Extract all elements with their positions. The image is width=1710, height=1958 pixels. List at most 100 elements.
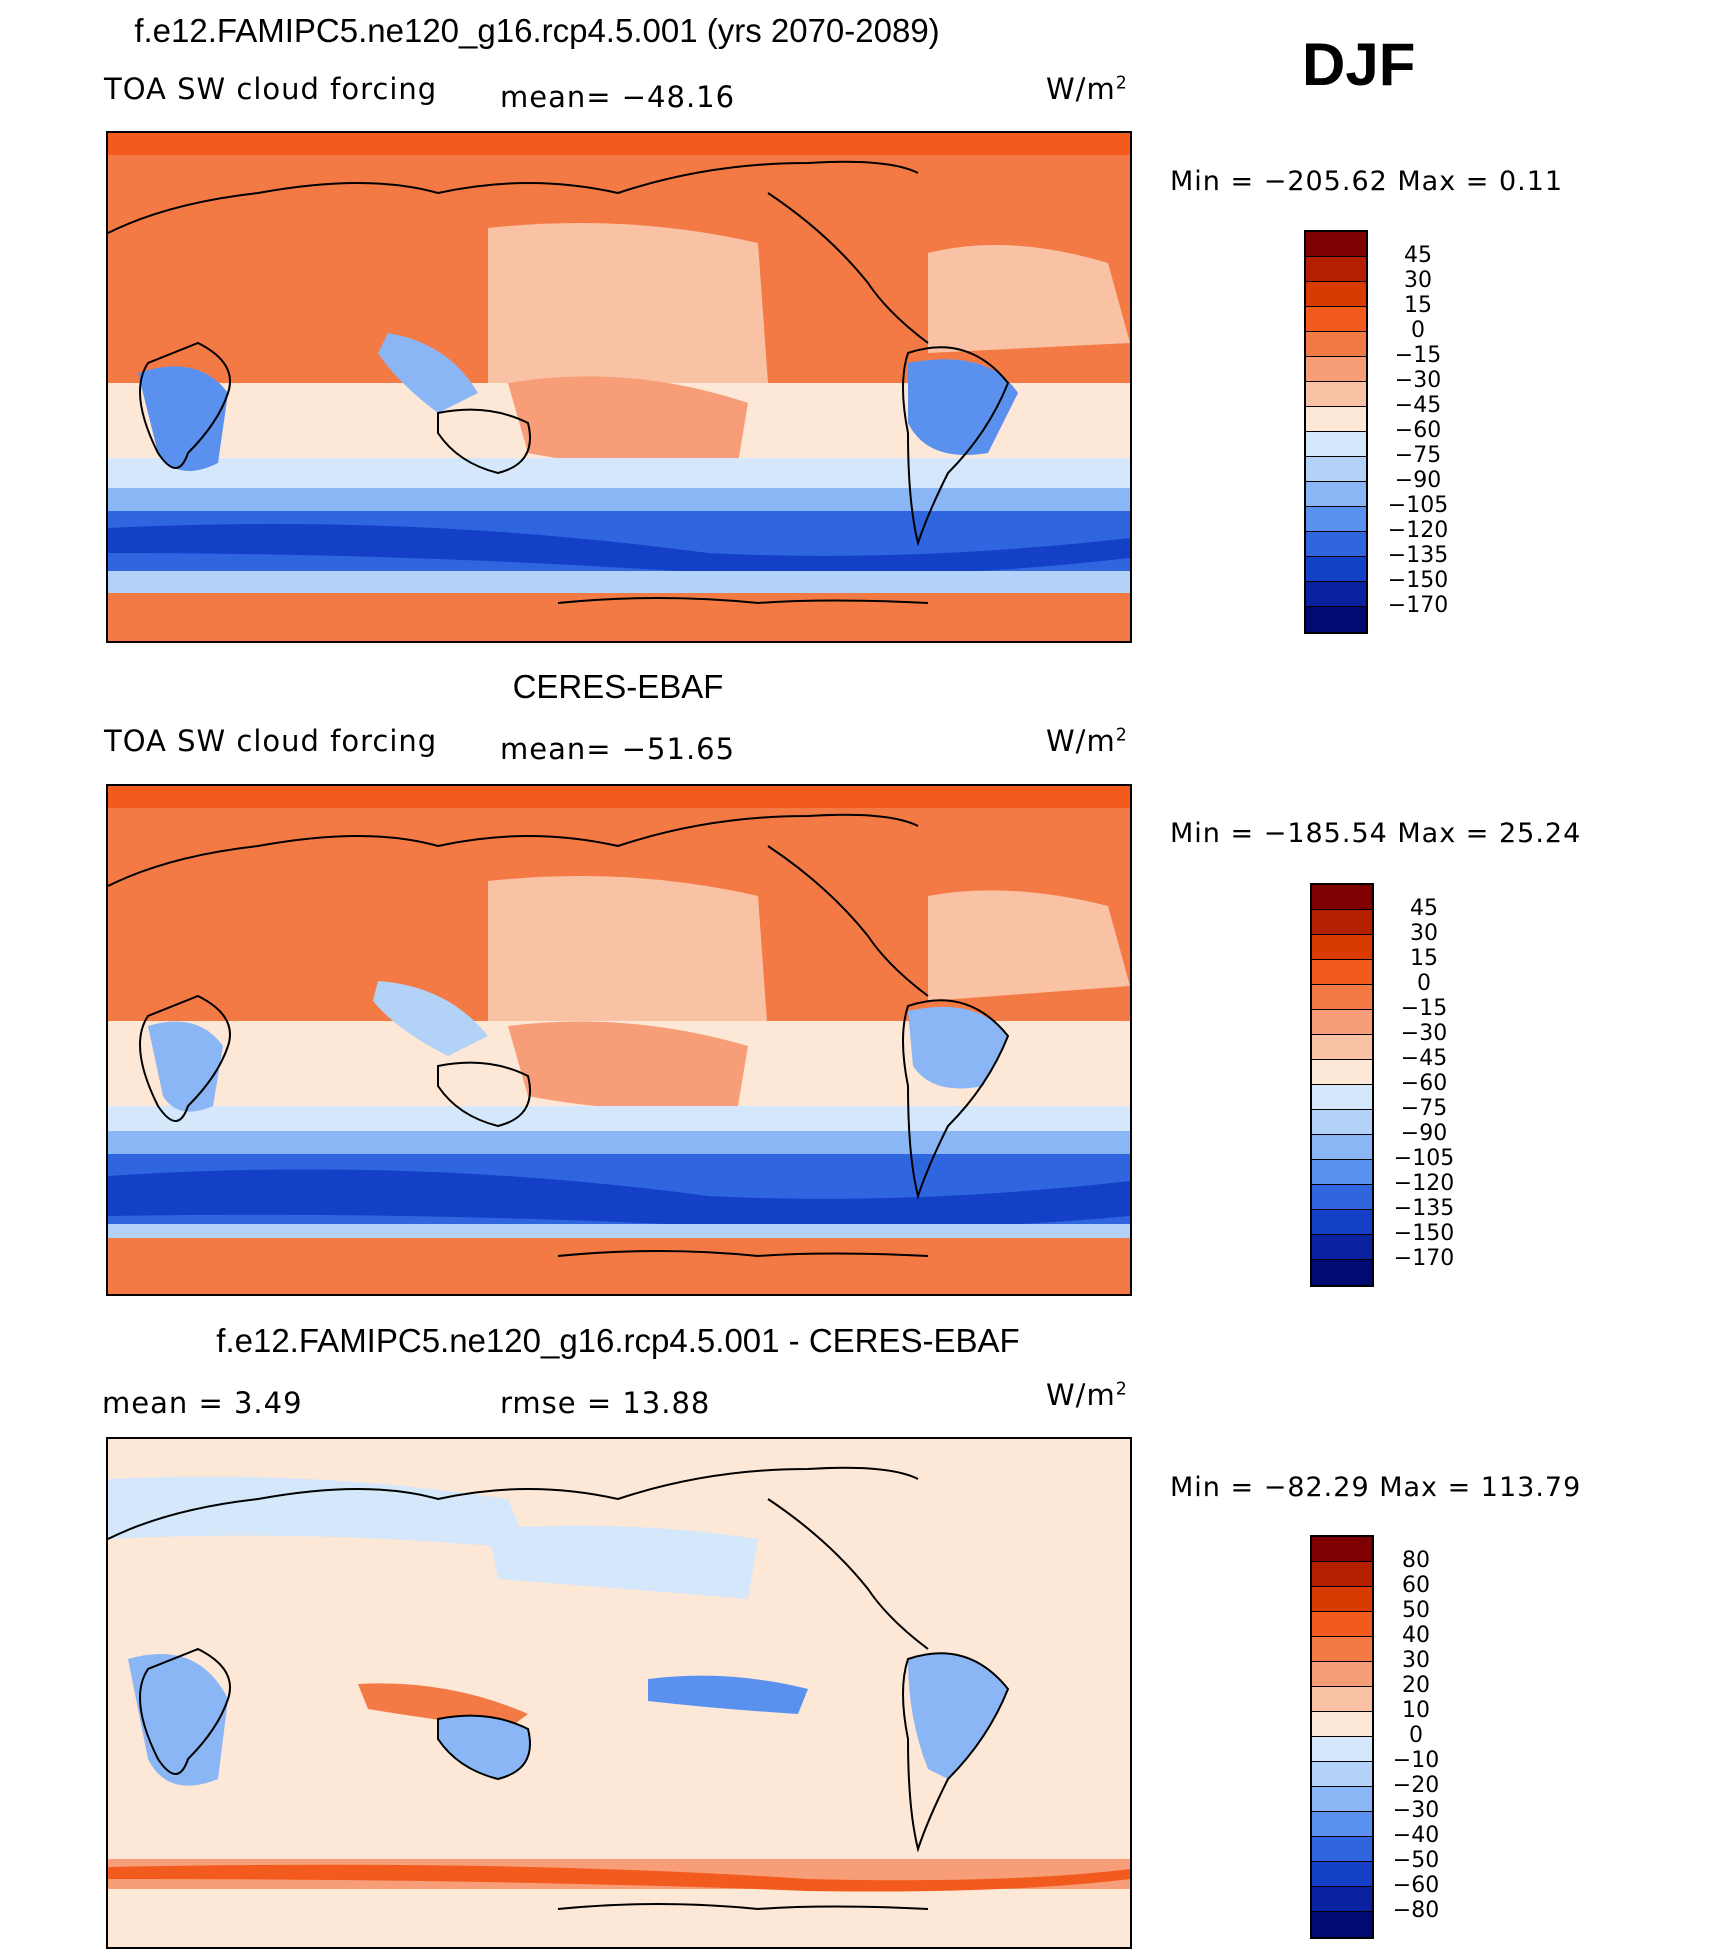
panel-1-colorbar-bin bbox=[1306, 557, 1366, 582]
panel-2-minmax: Min = −185.54 Max = 25.24 bbox=[1170, 818, 1582, 849]
arctic-band bbox=[108, 786, 1130, 808]
south-pacific-highs bbox=[508, 1021, 748, 1110]
panel-2-map bbox=[106, 784, 1132, 1296]
coast-north-america bbox=[767, 845, 929, 997]
colorbar-tick: 45 bbox=[1410, 896, 1438, 921]
colorbar-tick: −60 bbox=[1394, 418, 1442, 443]
colorbar-tick: −30 bbox=[1394, 368, 1442, 393]
panel-2-colorbar-bin bbox=[1312, 1260, 1372, 1285]
panel-3-colorbar-bin bbox=[1312, 1762, 1372, 1787]
panel-1-colorbar-bin bbox=[1306, 407, 1366, 432]
colorbar-tick: −40 bbox=[1392, 1823, 1440, 1848]
south-america-negative bbox=[908, 1653, 1008, 1779]
coast-north bbox=[108, 1466, 919, 1540]
north-pacific-negative bbox=[488, 1525, 758, 1599]
panel-2-mean: mean= −51.65 bbox=[500, 732, 736, 766]
panel-1-colorbar-bin bbox=[1306, 382, 1366, 407]
colorbar-tick: −150 bbox=[1387, 568, 1449, 593]
colorbar-tick: −90 bbox=[1394, 468, 1442, 493]
coast-africa bbox=[139, 341, 231, 469]
colorbar-tick: −45 bbox=[1400, 1046, 1448, 1071]
colorbar-tick: −30 bbox=[1400, 1021, 1448, 1046]
coast-antarctica bbox=[557, 1250, 929, 1258]
panel-3-colorbar-bin bbox=[1312, 1812, 1372, 1837]
panel-2-colorbar-bin bbox=[1312, 1085, 1372, 1110]
colorbar-tick: 15 bbox=[1410, 946, 1438, 971]
panel-3-colorbar bbox=[1310, 1535, 1374, 1939]
southern-transition bbox=[108, 488, 1130, 513]
coast-antarctica bbox=[557, 1903, 929, 1911]
panel-3-colorbar-bin bbox=[1312, 1687, 1372, 1712]
colorbar-tick: −120 bbox=[1387, 518, 1449, 543]
colorbar-tick: 20 bbox=[1402, 1673, 1430, 1698]
southern-transition bbox=[108, 1131, 1130, 1156]
panel-1-colorbar-bin bbox=[1306, 307, 1366, 332]
antarctic-edge bbox=[108, 1224, 1130, 1238]
panel-2-colorbar-bin bbox=[1312, 1135, 1372, 1160]
colorbar-tick: −170 bbox=[1393, 1246, 1455, 1271]
colorbar-tick: 15 bbox=[1404, 293, 1432, 318]
panel-3-colorbar-bin bbox=[1312, 1587, 1372, 1612]
africa-negative bbox=[128, 1654, 228, 1786]
season-label: DJF bbox=[1302, 31, 1416, 98]
panel-3-colorbar-bin bbox=[1312, 1562, 1372, 1587]
coast-north-america bbox=[767, 192, 929, 344]
coast-antarctica bbox=[557, 597, 929, 605]
coastlines bbox=[108, 1466, 1010, 1911]
panel-2-colorbar-bin bbox=[1312, 1060, 1372, 1085]
panel-2-title: CERES-EBAF bbox=[512, 668, 724, 705]
panel-2-map-svg bbox=[108, 786, 1130, 1294]
colorbar-tick: −50 bbox=[1392, 1848, 1440, 1873]
colorbar-tick: −45 bbox=[1394, 393, 1442, 418]
panel-1-minmax: Min = −205.62 Max = 0.11 bbox=[1170, 166, 1564, 197]
south-america-convection bbox=[908, 359, 1018, 455]
panel-2-variable: TOA SW cloud forcing bbox=[104, 724, 438, 758]
panel-1-title: f.e12.FAMIPC5.ne120_g16.rcp4.5.001 (yrs … bbox=[134, 12, 940, 49]
panel-1-map-svg bbox=[108, 133, 1130, 641]
panel-1-colorbar-bin bbox=[1306, 357, 1366, 382]
colorbar-tick: −60 bbox=[1400, 1071, 1448, 1096]
coast-australia bbox=[437, 1061, 531, 1128]
coast-north bbox=[108, 813, 919, 887]
panel-2-colorbar-bin bbox=[1312, 885, 1372, 910]
panel-3-colorbar-bin bbox=[1312, 1612, 1372, 1637]
panel-3-map-svg bbox=[108, 1439, 1130, 1947]
coast-south-america bbox=[902, 1652, 1010, 1853]
panel-2-colorbar-bin bbox=[1312, 1235, 1372, 1260]
colorbar-tick: −60 bbox=[1392, 1873, 1440, 1898]
panel-2-units: W/m2 bbox=[1046, 724, 1128, 758]
north-atlantic-region bbox=[928, 245, 1130, 353]
panel-3-colorbar-bin bbox=[1312, 1662, 1372, 1687]
colorbar-tick: 45 bbox=[1404, 243, 1432, 268]
panel-2-colorbar bbox=[1310, 883, 1374, 1287]
colorbar-tick: −170 bbox=[1387, 593, 1449, 618]
colorbar-tick: 40 bbox=[1402, 1623, 1430, 1648]
panel-1-mean: mean= −48.16 bbox=[500, 80, 736, 114]
colorbar-tick: −105 bbox=[1393, 1146, 1455, 1171]
panel-2-colorbar-bin bbox=[1312, 1210, 1372, 1235]
coastlines bbox=[108, 813, 1010, 1258]
panel-2-colorbar-bin bbox=[1312, 1010, 1372, 1035]
colorbar-tick: −135 bbox=[1387, 543, 1449, 568]
panel-3-colorbar-bin bbox=[1312, 1912, 1372, 1937]
coast-africa bbox=[139, 994, 231, 1122]
colorbar-tick: −75 bbox=[1394, 443, 1442, 468]
panel-1-colorbar bbox=[1304, 230, 1368, 634]
panel-3-mean: mean = 3.49 bbox=[102, 1386, 303, 1420]
colorbar-tick: 50 bbox=[1402, 1598, 1430, 1623]
panel-3-colorbar-bin bbox=[1312, 1837, 1372, 1862]
colorbar-tick: −15 bbox=[1400, 996, 1448, 1021]
coast-south-america bbox=[902, 999, 1010, 1200]
panel-1-units: W/m2 bbox=[1046, 72, 1128, 106]
colorbar-tick: −105 bbox=[1387, 493, 1449, 518]
antarctic-edge bbox=[108, 571, 1130, 593]
southern-ocean-core bbox=[108, 523, 1130, 576]
colorbar-tick: −90 bbox=[1400, 1121, 1448, 1146]
southern-ocean-core-positive bbox=[108, 1864, 1130, 1892]
panel-1-colorbar-bin bbox=[1306, 482, 1366, 507]
panel-1-map bbox=[106, 131, 1132, 643]
north-atlantic-region bbox=[928, 890, 1130, 1001]
panel-2-colorbar-bin bbox=[1312, 960, 1372, 985]
colorbar-tick: 80 bbox=[1402, 1548, 1430, 1573]
panel-3-colorbar-bin bbox=[1312, 1862, 1372, 1887]
